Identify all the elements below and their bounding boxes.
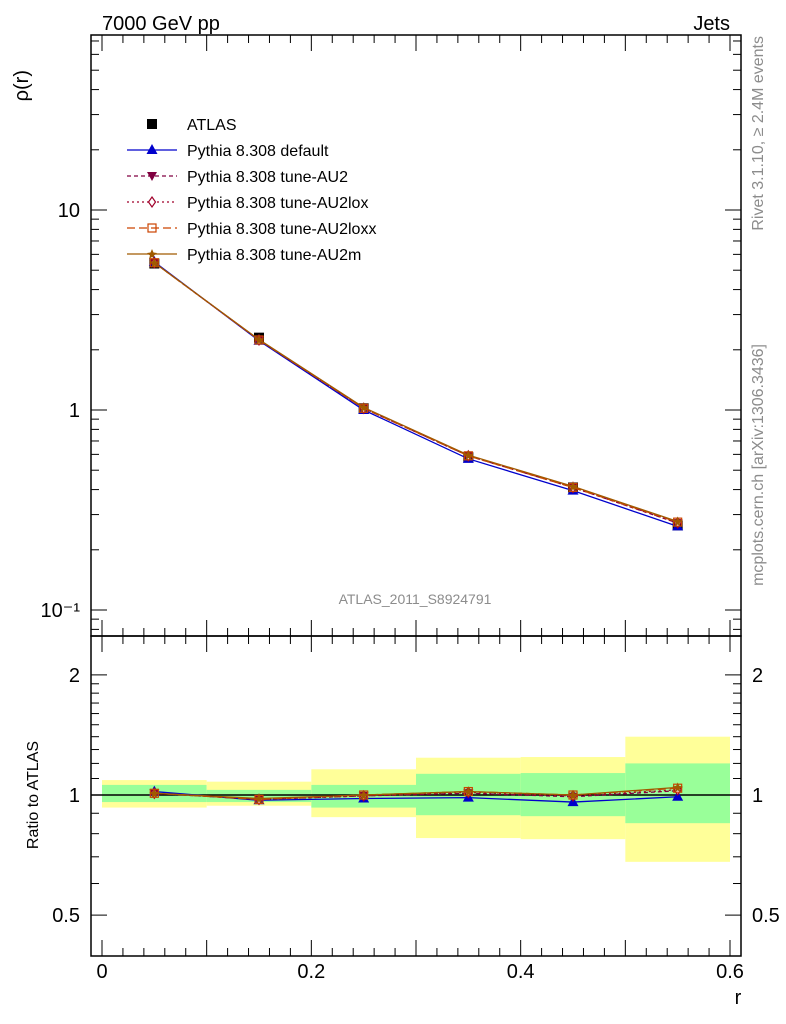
main-series-line-au2 (153, 262, 678, 524)
ratio-point-au2m (463, 786, 474, 797)
legend: ATLAS Pythia 8.308 default Pythia 8.308 tu… (127, 117, 376, 264)
ratio-y-tick-label-right: 2 (752, 665, 763, 687)
ratio-point-au2m (149, 788, 160, 799)
x-tick-label: 0.2 (297, 961, 325, 983)
analysis-watermark: ATLAS_2011_S8924791 (339, 591, 492, 607)
main-series-line-default (153, 261, 678, 527)
main-series-line-au2m (153, 262, 678, 523)
legend-marker-au2m (147, 249, 157, 259)
rivet-label: Rivet 3.1.10, ≥ 2.4M events (750, 36, 767, 231)
ratio-series-line-au2lox (154, 789, 678, 801)
main-point-au2m (358, 402, 369, 413)
ratio-series-line-au2m (154, 786, 678, 800)
legend-marker-au2loxx (147, 223, 157, 233)
legend-marker-atlas (147, 119, 157, 129)
legend-label-au2m: Pythia 8.308 tune-AU2m (187, 247, 361, 264)
ratio-y-axis-label: Ratio to ATLAS (25, 741, 42, 849)
ratio-y-tick-label-right: 0.5 (752, 905, 780, 927)
legend-label-atlas: ATLAS (187, 117, 237, 134)
legend-label-default: Pythia 8.308 default (187, 143, 329, 160)
main-point-au2m (149, 257, 160, 268)
legend-marker-default (146, 144, 158, 154)
x-tick-label: 0.4 (507, 961, 535, 983)
x-axis-label: r (735, 987, 742, 1009)
main-series-line-au2loxx (153, 262, 678, 523)
legend-label-au2loxx: Pythia 8.308 tune-AU2loxx (187, 221, 376, 238)
main-series-line-au2lox (153, 262, 678, 524)
main-point-au2m (672, 516, 683, 527)
main-y-axis-label: ρ(r) (11, 70, 33, 101)
ratio-y-tick-label-left: 1 (69, 785, 80, 807)
ratio-y-tick-label-left: 0.5 (52, 905, 80, 927)
x-tick-label: 0.6 (716, 961, 744, 983)
header-right-title: Jets (693, 13, 730, 35)
main-point-au2m (568, 481, 578, 492)
ratio-point-au2m (358, 790, 369, 800)
ratio-y-tick-label-right: 1 (752, 785, 763, 807)
ratio-y-tick-label-left: 2 (69, 665, 80, 687)
header-left-title: 7000 GeV pp (102, 13, 220, 35)
ratio-point-au2m (568, 790, 578, 800)
legend-marker-au2 (147, 172, 157, 181)
main-point-au2m (463, 450, 474, 461)
main-y-tick-label: 10⁻¹ (41, 600, 81, 622)
ratio-point-au2m (672, 782, 683, 793)
mcplots-label: mcplots.cern.ch [arXiv:1306.3436] (750, 344, 767, 586)
legend-label-au2: Pythia 8.308 tune-AU2 (187, 169, 348, 186)
legend-marker-au2lox (147, 195, 157, 209)
x-tick-label: 0 (96, 961, 107, 983)
legend-label-au2lox: Pythia 8.308 tune-AU2lox (187, 195, 368, 212)
main-point-au2m (254, 334, 264, 345)
main-y-tick-label: 10 (58, 200, 80, 222)
ratio-point-au2m (254, 793, 264, 804)
main-y-tick-label: 1 (69, 400, 80, 422)
